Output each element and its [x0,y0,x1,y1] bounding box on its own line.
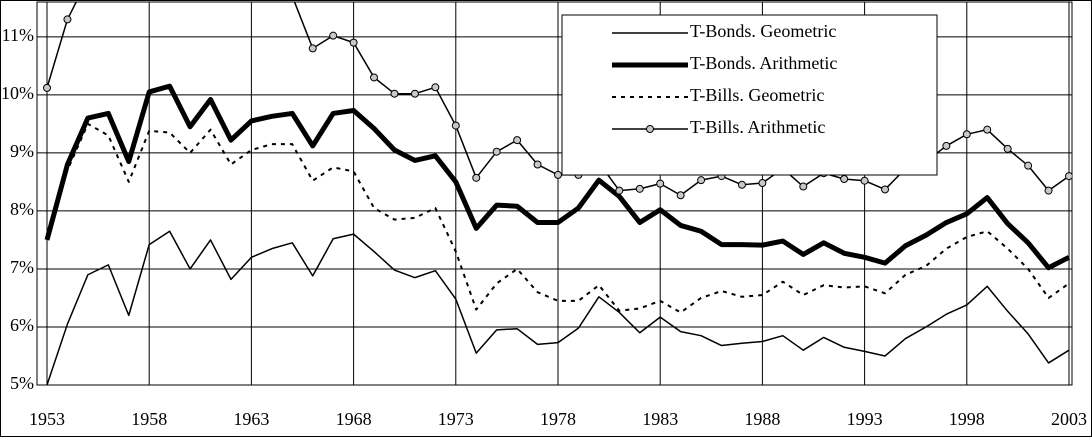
y-tick-label: 11% [2,25,34,45]
point-marker [758,179,767,188]
point-marker [1065,172,1072,181]
legend-label: T-Bills. Geometric [690,85,824,105]
x-tick-label: 1993 [847,409,883,429]
point-marker [983,125,992,134]
point-marker [492,147,501,156]
legend-label: T-Bonds. Arithmetic [690,53,837,73]
y-tick-label: 5% [10,373,34,393]
x-tick-label: 1958 [131,409,167,429]
point-marker [370,73,379,82]
point-marker [737,180,746,189]
plot-frame [36,1,1073,386]
x-tick-label: 1953 [29,409,65,429]
point-marker [43,83,51,92]
point-marker [349,38,358,47]
point-marker [533,160,542,169]
point-marker [329,31,338,40]
point-marker [697,176,706,185]
point-marker [1024,161,1033,170]
point-marker [676,191,685,200]
y-tick-label: 7% [10,257,34,277]
y-tick-label: 10% [1,83,34,103]
point-marker [840,174,849,183]
legend-box [561,14,938,176]
point-marker [554,170,562,179]
x-tick-label: 1968 [336,409,372,429]
legend-marker [646,125,654,133]
point-marker [63,15,72,24]
x-tick-label: 1963 [233,409,269,429]
x-tick-label: 1998 [949,409,985,429]
y-tick-label: 6% [10,315,34,335]
point-marker [635,184,644,193]
series-line [46,122,1070,314]
point-marker [860,176,869,185]
point-marker [1003,144,1012,153]
point-marker [513,136,522,145]
x-tick-label: 2003 [1051,409,1087,429]
x-tick-label: 1983 [642,409,678,429]
point-marker [656,179,665,188]
point-marker [472,173,481,182]
series-line [44,83,1071,271]
point-marker [962,130,971,139]
point-marker [451,121,460,130]
point-marker [431,83,440,92]
legend-label: T-Bills. Arithmetic [690,117,825,137]
x-tick-label: 1978 [540,409,576,429]
point-marker [308,44,317,53]
point-marker [410,89,419,98]
point-marker [799,182,808,191]
point-marker [390,89,399,98]
legend-label: T-Bonds. Geometric [690,21,836,41]
y-tick-label: 9% [10,141,34,161]
point-marker [1044,186,1053,195]
point-marker [881,185,890,194]
series-line [46,230,1070,385]
point-marker [942,141,951,150]
y-tick-label: 8% [10,199,34,219]
point-marker [615,186,624,195]
x-tick-label: 1988 [744,409,780,429]
x-tick-label: 1973 [438,409,474,429]
